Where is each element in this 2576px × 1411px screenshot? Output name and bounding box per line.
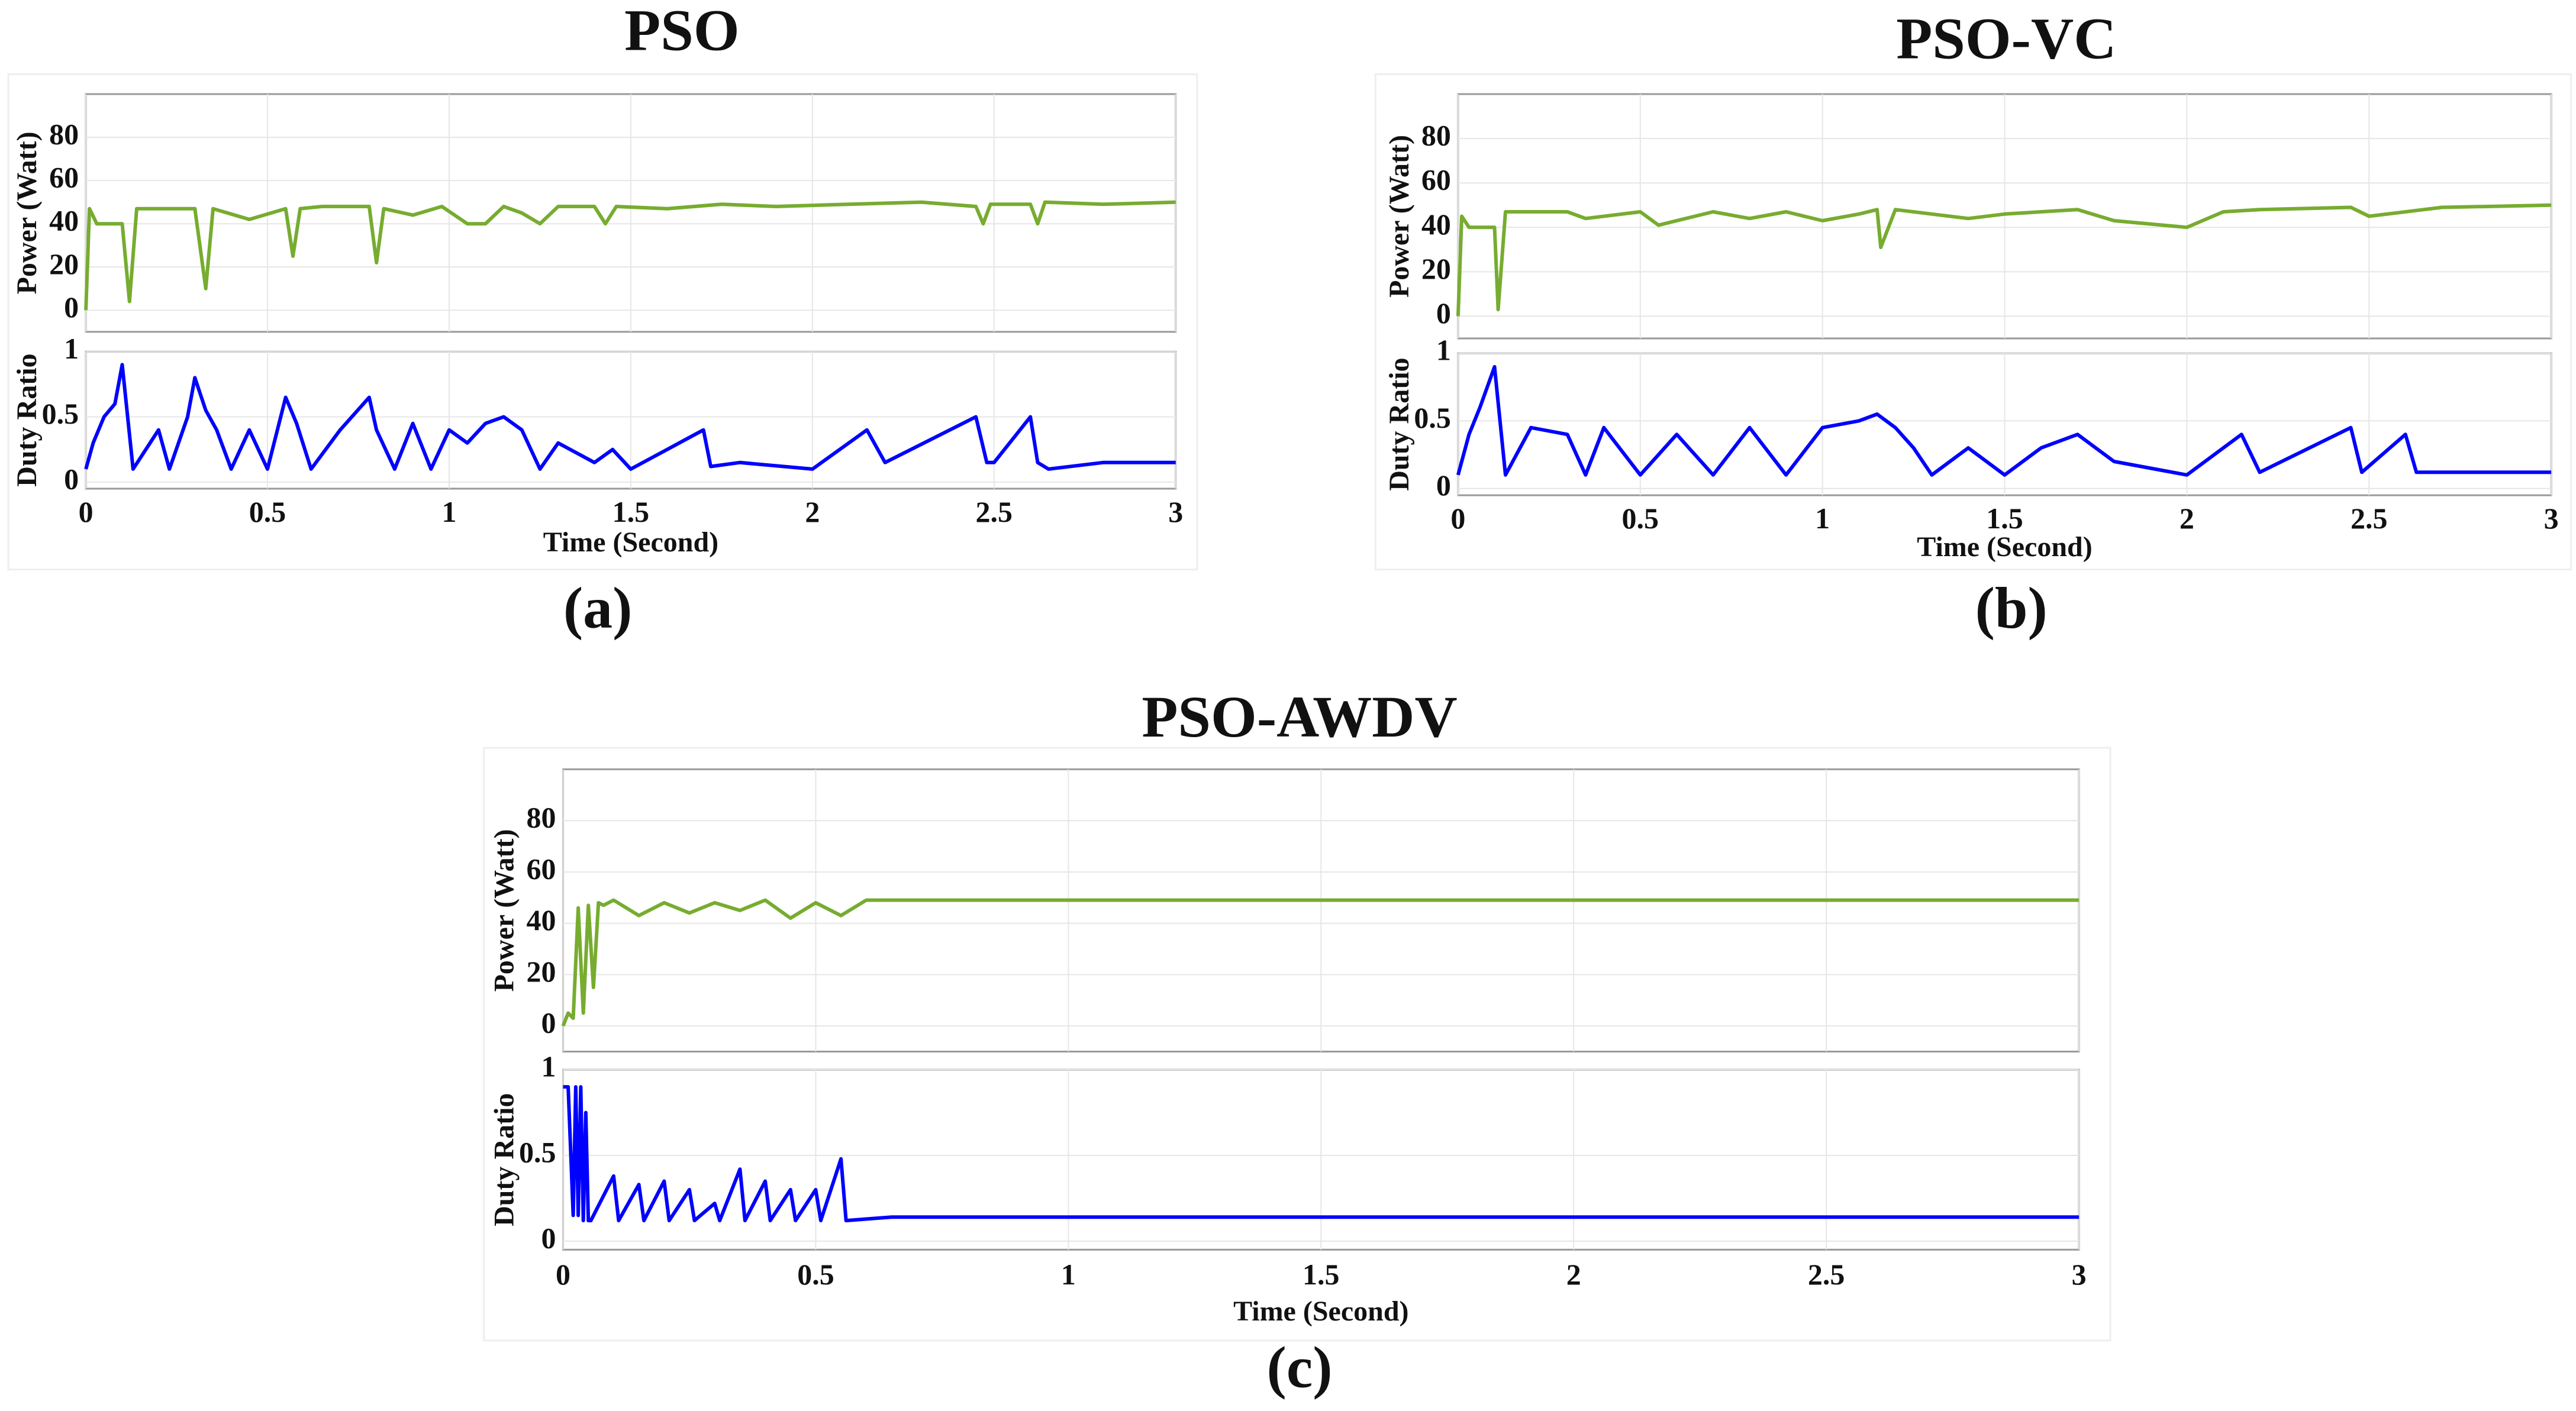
x-axis-label: Time (Second) — [543, 527, 718, 558]
x-tick-label: 1.5 — [612, 495, 650, 528]
y-tick-label: 40 — [49, 204, 79, 237]
y-tick-label: 1 — [1436, 334, 1451, 367]
x-tick-label: 1 — [441, 495, 456, 528]
panel-title: PSO-AWDV — [1142, 684, 1457, 750]
subplot: 0 0.5 1 1.5 2 2.5 3 0 0.5 1 Duty Ratio Time (Second… — [1384, 334, 2559, 641]
y-tick-label: 40 — [1421, 208, 1451, 241]
y-axis-label: Power (Watt) — [489, 829, 520, 992]
x-tick-label: 3 — [2544, 502, 2559, 535]
panel-frame — [1374, 73, 2572, 571]
data-line — [84, 200, 1176, 311]
y-tick-label: 20 — [1421, 252, 1451, 285]
y-tick-label: 0 — [541, 1221, 556, 1254]
y-axis-label: Power (Watt) — [1384, 135, 1415, 298]
data-line — [563, 1085, 2080, 1223]
y-tick-label: 0 — [64, 462, 79, 495]
y-tick-label: 20 — [49, 247, 79, 280]
y-tick-label: 0 — [1436, 469, 1451, 502]
y-axis-label: Duty Ratio — [11, 353, 43, 486]
x-tick-label: 0.5 — [1622, 502, 1659, 535]
y-tick-label: 0.5 — [519, 1135, 556, 1168]
y-tick-label: 60 — [527, 852, 556, 885]
subplot: 0 0.5 1 1.5 2 2.5 3 0 0.5 1 Duty Ratio Time (Second… — [489, 1050, 2087, 1400]
panel-caption: (a) — [563, 575, 633, 641]
x-tick-label: 1 — [1815, 502, 1830, 535]
x-tick-label: 2.5 — [2351, 502, 2388, 535]
y-tick-label: 60 — [1421, 163, 1451, 196]
x-tick-label: 0 — [1450, 502, 1465, 535]
y-tick-label: 20 — [527, 955, 556, 988]
data-line — [1456, 203, 2552, 317]
data-line — [1456, 365, 2552, 477]
y-axis-label: Power (Watt) — [11, 131, 43, 294]
x-tick-label: 0 — [79, 495, 94, 528]
y-tick-label: 60 — [49, 161, 79, 194]
x-tick-label: 0 — [556, 1258, 570, 1291]
data-line — [84, 363, 1176, 471]
x-tick-label: 0.5 — [249, 495, 286, 528]
y-tick-label: 80 — [49, 118, 79, 151]
y-tick-label: 0 — [541, 1006, 556, 1039]
x-tick-label: 1 — [1061, 1258, 1076, 1291]
x-tick-label: 2.5 — [1808, 1258, 1845, 1291]
x-tick-label: 0.5 — [797, 1258, 834, 1291]
panel-frame — [7, 73, 1198, 571]
panel-caption: (c) — [1267, 1335, 1333, 1400]
x-tick-label: 1.5 — [1302, 1258, 1340, 1291]
y-axis-label: Duty Ratio — [489, 1093, 520, 1226]
data-line — [561, 898, 2080, 1027]
x-tick-label: 3 — [1168, 495, 1183, 528]
x-tick-label: 1.5 — [1986, 502, 2023, 535]
panel-title: PSO — [624, 0, 739, 63]
subplot: 0 0.5 1 1.5 2 2.5 3 0 0.5 1 Duty Ratio Time (Second… — [11, 332, 1183, 641]
y-axis-label: Duty Ratio — [1384, 357, 1415, 490]
y-tick-label: 1 — [64, 332, 79, 365]
y-tick-label: 1 — [541, 1050, 556, 1083]
x-tick-label: 3 — [2072, 1258, 2087, 1291]
x-tick-label: 2 — [1566, 1258, 1581, 1291]
panel-title: PSO-VC — [1896, 5, 2116, 71]
x-tick-label: 2.5 — [976, 495, 1013, 528]
y-tick-label: 80 — [1421, 119, 1451, 152]
y-tick-label: 80 — [527, 801, 556, 834]
x-tick-label: 2 — [805, 495, 820, 528]
y-tick-label: 0 — [1436, 296, 1451, 330]
panel-frame — [483, 747, 2111, 1342]
y-tick-label: 0.5 — [1414, 401, 1451, 434]
y-tick-label: 0 — [64, 290, 79, 324]
x-axis-label: Time (Second) — [1233, 1296, 1408, 1327]
y-tick-label: 0.5 — [42, 397, 79, 430]
y-tick-label: 40 — [527, 903, 556, 937]
panel-caption: (b) — [1975, 575, 2048, 641]
x-tick-label: 2 — [2180, 502, 2194, 535]
x-axis-label: Time (Second) — [1917, 531, 2092, 563]
